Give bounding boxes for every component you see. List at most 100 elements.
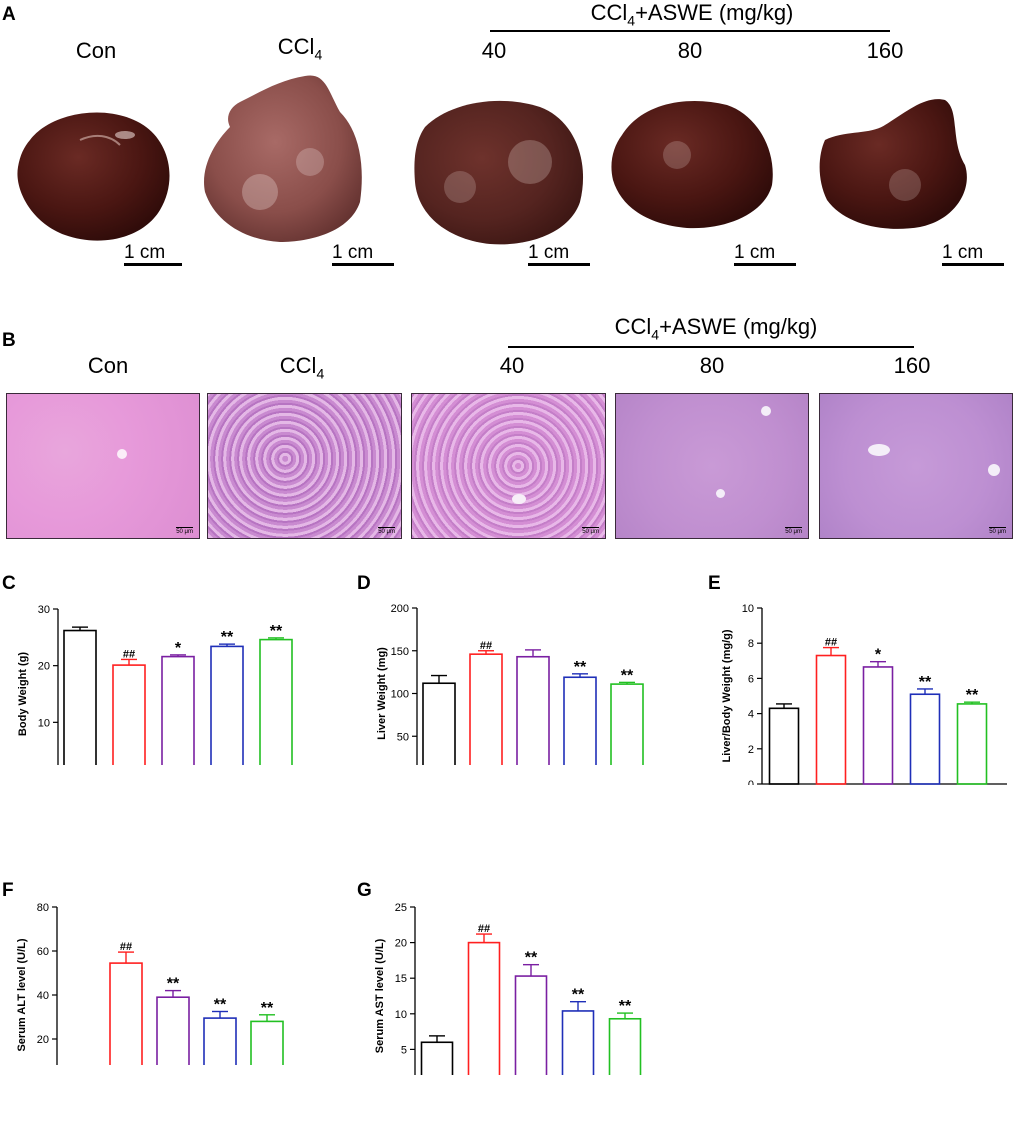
dose-label-40: 40 — [481, 38, 507, 63]
y-tick-label: 20 — [395, 938, 407, 950]
chart-liver-weight: 050100150200Liver Weight (mg)Con##CCl4AS… — [376, 603, 644, 765]
panel-label-a: A — [2, 4, 16, 25]
significance-marker: ** — [167, 976, 180, 993]
bar — [210, 645, 244, 765]
significance-marker: ** — [621, 667, 634, 684]
significance-marker: ** — [919, 674, 932, 691]
chart-serum-ast: 0510152025Serum AST level (U/L)Con##CCl4… — [374, 902, 642, 1075]
y-tick-label: 100 — [391, 689, 409, 701]
y-tick-label: 2 — [748, 744, 754, 756]
panel-label-e: E — [708, 573, 721, 594]
histology-80: 50 μm — [615, 393, 809, 539]
y-tick-label: 8 — [748, 638, 754, 650]
liver-photo-ccl4 — [204, 75, 362, 242]
significance-marker: ** — [270, 623, 283, 640]
group-label-con: Con — [75, 38, 117, 63]
dose-label-80-b: 80 — [699, 353, 725, 378]
bar — [469, 653, 503, 765]
panel-label-d: D — [357, 573, 371, 594]
bar — [909, 693, 941, 785]
bar — [156, 996, 190, 1065]
y-tick-label: 80 — [37, 902, 49, 914]
significance-marker: ** — [574, 659, 587, 676]
y-tick-label: 4 — [748, 709, 754, 721]
scale-bar-40: 1 cm — [528, 242, 590, 266]
y-tick-label: 10 — [395, 1009, 407, 1021]
group-label-treatment-b: CCl4+ASWE (mg/kg) — [614, 314, 818, 343]
liver-photo-160 — [819, 99, 967, 229]
bar — [563, 676, 597, 765]
y-tick-label: 30 — [38, 604, 50, 616]
bar — [109, 962, 143, 1065]
dose-label-80: 80 — [677, 38, 703, 63]
histology-con: 50 μm — [6, 393, 200, 539]
panel-label-b: B — [2, 330, 16, 351]
panel-label-f: F — [2, 880, 14, 901]
y-tick-label: 50 — [397, 731, 409, 743]
bar — [862, 666, 894, 785]
significance-marker: ** — [619, 998, 632, 1015]
liver-photo-40 — [414, 100, 584, 245]
scale-bar-con: 1 cm — [124, 242, 182, 266]
panel-label-c: C — [2, 573, 16, 594]
dose-label-40-b: 40 — [499, 353, 525, 378]
scale-bar-160: 1 cm — [942, 242, 1004, 266]
bar — [250, 1020, 284, 1065]
y-tick-label: 0 — [748, 779, 754, 785]
y-axis-label: Body Weight (g) — [17, 652, 29, 736]
scale-bar-ccl4: 1 cm — [332, 242, 394, 266]
y-axis-label: Liver Weight (mg) — [376, 647, 388, 740]
group-label-con-b: Con — [87, 353, 129, 378]
bar — [610, 683, 644, 765]
bar — [516, 655, 550, 765]
significance-marker: ## — [480, 640, 492, 652]
group-label-ccl4: CCl4 — [277, 34, 323, 63]
significance-marker: ** — [221, 629, 234, 646]
scale-bar-80: 1 cm — [734, 242, 796, 266]
y-axis-label: Serum AST level (U/L) — [374, 938, 386, 1053]
y-tick-label: 5 — [401, 1044, 407, 1056]
significance-marker: * — [175, 640, 182, 657]
treatment-bracket-line — [490, 30, 890, 32]
bar — [422, 682, 456, 765]
bar — [63, 629, 97, 765]
bar — [815, 654, 847, 785]
liver-photo-con — [17, 112, 170, 241]
histology-160: 50 μm — [819, 393, 1013, 539]
group-label-treatment: CCl4+ASWE (mg/kg) — [590, 0, 794, 29]
treatment-bracket-line-b — [508, 346, 914, 348]
y-tick-label: 200 — [391, 603, 409, 615]
significance-marker: ## — [825, 637, 837, 649]
panel-label-g: G — [357, 880, 372, 901]
significance-marker: ## — [120, 941, 132, 953]
y-tick-label: 10 — [38, 717, 50, 729]
significance-marker: ## — [123, 648, 135, 660]
chart-serum-alt: 020406080Serum ALT level (U/L)Con##CCl4*… — [16, 902, 284, 1065]
y-tick-label: 15 — [395, 973, 407, 985]
y-tick-label: 6 — [748, 673, 754, 685]
y-axis-label: Serum ALT level (U/L) — [16, 938, 28, 1051]
y-axis-label: Liver/Body Weight (mg/g) — [721, 629, 733, 762]
bar — [259, 638, 293, 765]
bar — [420, 1041, 454, 1075]
bar — [203, 1017, 237, 1065]
histology-ccl4: 50 μm — [207, 393, 402, 539]
bar — [112, 664, 146, 765]
bar — [561, 1010, 595, 1075]
significance-marker: ** — [572, 987, 585, 1004]
group-label-ccl4-b: CCl4 — [279, 353, 325, 382]
significance-marker: ** — [261, 1000, 274, 1017]
significance-marker: ** — [966, 687, 979, 704]
y-tick-label: 25 — [395, 902, 407, 914]
significance-marker: ## — [478, 923, 490, 935]
y-tick-label: 20 — [37, 1034, 49, 1046]
liver-photo-80 — [611, 100, 773, 229]
bar — [514, 975, 548, 1075]
dose-label-160-b: 160 — [893, 353, 931, 378]
significance-marker: * — [875, 647, 882, 664]
bar — [768, 707, 800, 785]
significance-marker: ** — [214, 997, 227, 1014]
dose-label-160: 160 — [866, 38, 904, 63]
bar — [467, 941, 501, 1075]
